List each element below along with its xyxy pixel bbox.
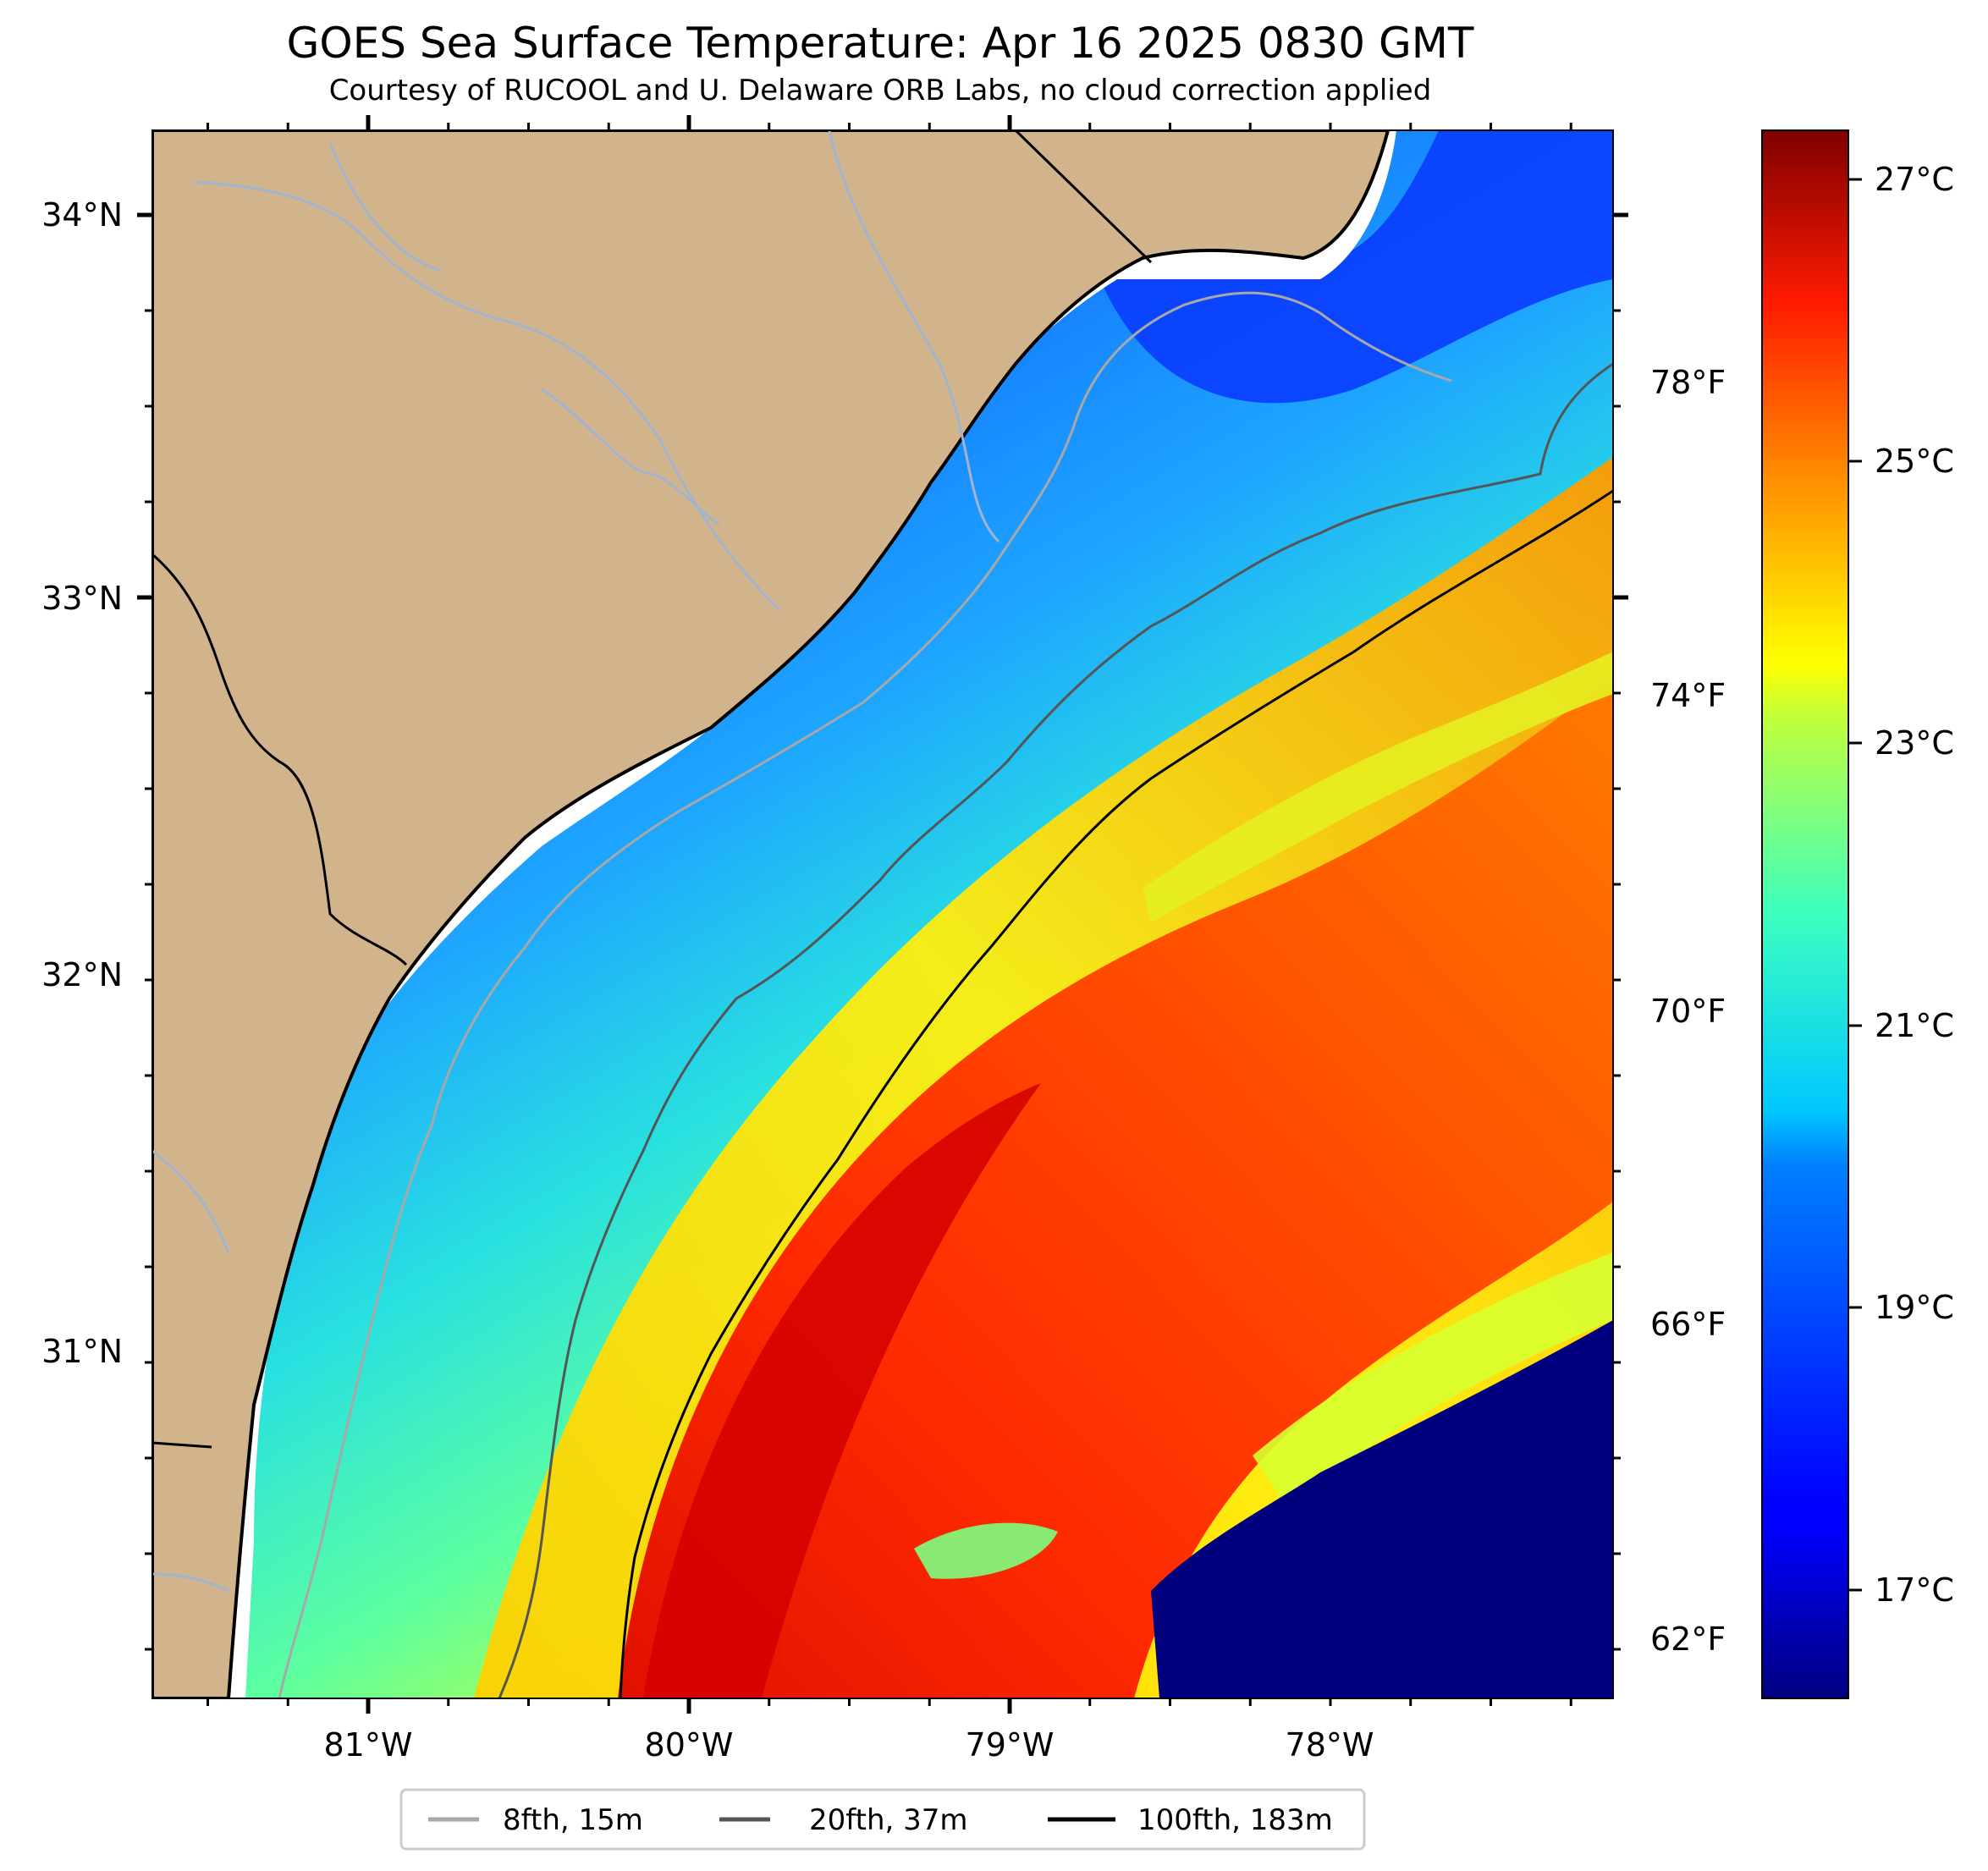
longitude-labels: 81°W 80°W 79°W 78°W [324,1726,1374,1764]
warm-eddy-fragment [914,1522,1058,1579]
isobath-100fth [619,489,1613,1698]
colorbar [1761,129,1849,1699]
lon-tick-label: 80°W [645,1726,734,1764]
legend-label-8fth: 8fth, 15m [503,1803,643,1837]
fahrenheit-label: 74°F [1650,677,1726,714]
celsius-label: 23°C [1875,724,1954,762]
fahrenheit-label: 70°F [1650,993,1726,1030]
figure-title: GOES Sea Surface Temperature: Apr 16 202… [287,19,1474,68]
offshore-filament-2 [1253,1252,1613,1506]
fahrenheit-label: 66°F [1650,1306,1726,1343]
lon-tick-label: 81°W [324,1726,413,1764]
isobath-legend: 8fth, 15m 20fth, 37m 100fth, 183m [399,1788,1366,1851]
lat-tick-label: 34°N [41,196,123,234]
gulf-stream-core [618,677,1613,1698]
colorbar-ticks [1848,178,1862,1592]
fahrenheit-label: 78°F [1650,364,1726,401]
figure-subtitle: Courtesy of RUCOOL and U. Delaware ORB L… [329,74,1432,107]
celsius-label: 25°C [1875,443,1954,480]
gulf-stream-hot-center [643,1083,1041,1698]
celsius-label: 19°C [1875,1289,1954,1326]
isobath-20fth [498,362,1613,1698]
lat-tick-label: 33°N [41,580,123,617]
fahrenheit-label: 62°F [1650,1621,1726,1658]
celsius-label: 27°C [1875,161,1954,198]
cold-water-mass [1151,1320,1613,1698]
celsius-label: 21°C [1875,1007,1954,1044]
rivers [152,130,1000,1593]
map-frame [151,129,1614,1699]
fahrenheit-labels: 78°F 74°F 70°F 66°F 62°F [1650,364,1726,1658]
offshore-filament [1143,652,1613,922]
celsius-label: 17°C [1875,1571,1954,1609]
latitude-labels: 34°N 33°N 32°N 31°N [41,196,123,1370]
nearshore-cold-band [1100,130,1613,404]
lat-tick-label: 31°N [41,1333,123,1370]
legend-label-100fth: 100fth, 183m [1137,1803,1333,1837]
axis-ticks [137,115,1628,1714]
lat-tick-label: 32°N [41,956,123,993]
isobath-8fth [278,291,1452,1698]
lon-tick-label: 79°W [966,1726,1055,1764]
legend-box [399,1788,1366,1851]
state-boundaries [152,130,1153,1449]
legend-label-20fth: 20fth, 37m [809,1803,968,1837]
celsius-labels: 27°C 25°C 23°C 21°C 19°C 17°C [1875,161,1954,1609]
sst-map[interactable] [152,130,1613,1698]
lon-tick-label: 78°W [1286,1726,1374,1764]
